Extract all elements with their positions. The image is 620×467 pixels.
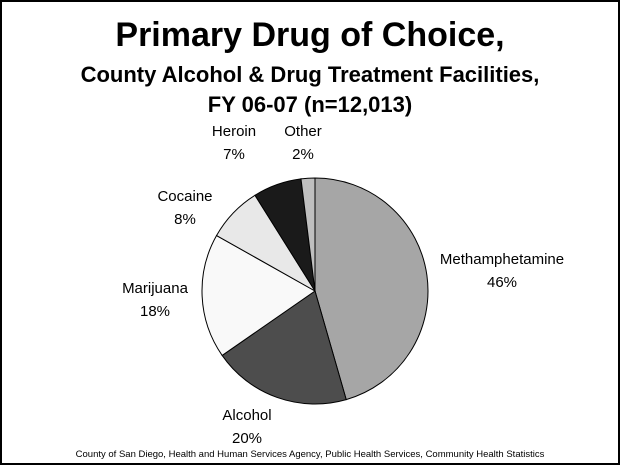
pie-slice-alcohol	[221, 290, 347, 405]
slice-percent-alcohol: 20%	[231, 430, 263, 447]
slice-label-heroin: Heroin 7%	[199, 122, 269, 164]
slice-name-methamphetamine: Methamphetamine	[439, 251, 565, 268]
pie-slice-methamphetamine	[314, 177, 429, 401]
slice-name-heroin: Heroin	[211, 123, 257, 140]
chart-title-line-3: FY 06-07 (n=12,013)	[207, 92, 413, 117]
slice-label-cocaine: Cocaine 8%	[140, 187, 230, 229]
slice-label-marijuana: Marijuana 18%	[110, 279, 200, 321]
chart-title-line-2: County Alcohol & Drug Treatment Faciliti…	[80, 62, 540, 87]
slice-percent-other: 2%	[292, 146, 314, 163]
slice-percent-cocaine: 8%	[174, 211, 196, 228]
slice-name-marijuana: Marijuana	[122, 280, 188, 297]
slice-name-other: Other	[284, 123, 322, 140]
slice-name-alcohol: Alcohol	[222, 407, 272, 424]
slice-label-other: Other 2%	[268, 122, 338, 164]
slice-label-methamphetamine: Methamphetamine 46%	[430, 250, 574, 292]
chart-title-line-1: Primary Drug of Choice,	[115, 16, 505, 54]
slice-percent-heroin: 7%	[223, 146, 245, 163]
slice-name-cocaine: Cocaine	[157, 188, 213, 205]
pie-slice-other	[300, 177, 316, 292]
slice-percent-marijuana: 18%	[139, 303, 171, 320]
slice-label-alcohol: Alcohol 20%	[207, 406, 287, 448]
pie-slice-marijuana	[201, 234, 316, 357]
source-footer: County of San Diego, Health and Human Se…	[75, 449, 545, 460]
slice-percent-methamphetamine: 46%	[486, 274, 518, 291]
